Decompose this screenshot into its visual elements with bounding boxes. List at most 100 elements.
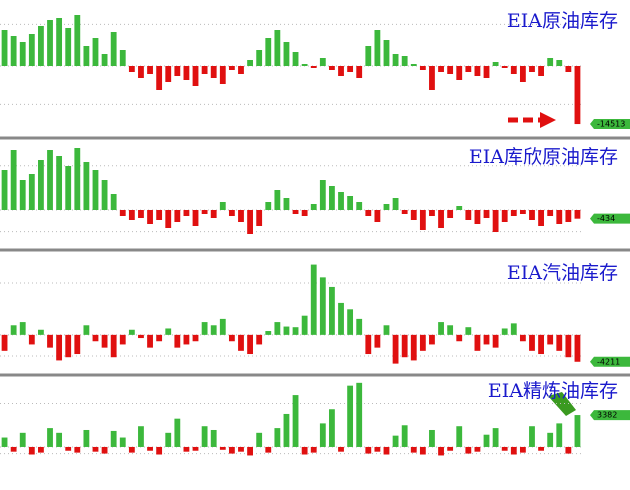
bar (128, 210, 135, 220)
last-value-label: 3382 (597, 411, 617, 420)
bar (265, 446, 272, 453)
bar (465, 210, 472, 220)
bar (183, 334, 190, 345)
bar (319, 277, 326, 335)
bar (447, 210, 454, 218)
bar (147, 66, 153, 74)
bar (201, 210, 208, 214)
bar (274, 428, 281, 447)
bar (547, 58, 554, 66)
bar (329, 66, 335, 70)
bar (392, 334, 399, 364)
panel-title: EIA原油库存 (507, 10, 618, 32)
bar (538, 334, 544, 355)
bar (501, 446, 508, 451)
bar (19, 180, 26, 210)
bar (92, 38, 99, 66)
bar (256, 210, 263, 226)
value-tag (590, 119, 630, 129)
bar (565, 334, 572, 358)
bar (529, 334, 535, 351)
bar (510, 66, 517, 74)
bar (28, 446, 35, 455)
bar (501, 66, 508, 68)
bar (65, 28, 72, 66)
bar (510, 446, 517, 455)
bar (483, 434, 490, 447)
bar (156, 334, 163, 342)
bar (156, 66, 163, 90)
bar (365, 334, 372, 355)
bar (356, 318, 363, 335)
bar (228, 446, 235, 454)
last-value-label: -14513 (597, 120, 625, 129)
bar (192, 334, 199, 342)
bar (319, 180, 326, 210)
bar (492, 428, 499, 447)
bar (474, 334, 481, 351)
bar (574, 334, 581, 362)
bar (192, 66, 199, 86)
last-value-label: -4211 (597, 357, 620, 366)
bar (392, 435, 399, 447)
bar (265, 331, 272, 335)
bar (274, 190, 281, 210)
bar (165, 210, 172, 228)
panel-title: EIA汽油库存 (507, 262, 618, 284)
bar (365, 46, 372, 66)
bar (47, 428, 53, 447)
bar (28, 174, 35, 210)
bar (338, 66, 344, 76)
bar (374, 30, 381, 66)
bar (538, 210, 544, 226)
bar (274, 30, 281, 66)
bar (110, 194, 117, 210)
bar (501, 328, 508, 335)
bar (238, 66, 244, 74)
bar (438, 322, 444, 335)
bar (201, 426, 208, 447)
bar (374, 334, 381, 348)
bar (547, 432, 554, 447)
bar (119, 210, 126, 216)
bar (292, 52, 299, 66)
bar (247, 210, 253, 234)
bar (401, 56, 408, 66)
bar (474, 210, 481, 224)
bar (483, 334, 490, 345)
bar (38, 446, 44, 453)
bar (83, 46, 90, 66)
bar (128, 329, 135, 335)
bar (301, 446, 308, 455)
bar (374, 210, 381, 222)
bar (101, 54, 108, 66)
panel-title: EIA库欣原油库存 (469, 146, 618, 168)
bar (10, 446, 17, 452)
bar (492, 210, 499, 232)
bar (529, 66, 535, 72)
bar (74, 148, 81, 210)
bar (310, 66, 317, 68)
bar (283, 42, 290, 66)
bar (47, 334, 53, 348)
bar (456, 426, 463, 447)
bar (156, 446, 163, 455)
bar (92, 446, 99, 452)
bar (292, 210, 299, 214)
bar (10, 36, 17, 66)
bar (174, 418, 181, 447)
bar (10, 325, 17, 335)
bar (210, 210, 217, 218)
bar (510, 323, 517, 335)
bar (356, 66, 363, 78)
bar (465, 327, 472, 335)
bar (547, 334, 554, 345)
bar (329, 409, 335, 447)
bar (147, 210, 153, 224)
bar (574, 210, 581, 219)
bar (74, 334, 81, 355)
bar (283, 198, 290, 210)
value-tag (590, 410, 630, 421)
bar (347, 385, 354, 447)
